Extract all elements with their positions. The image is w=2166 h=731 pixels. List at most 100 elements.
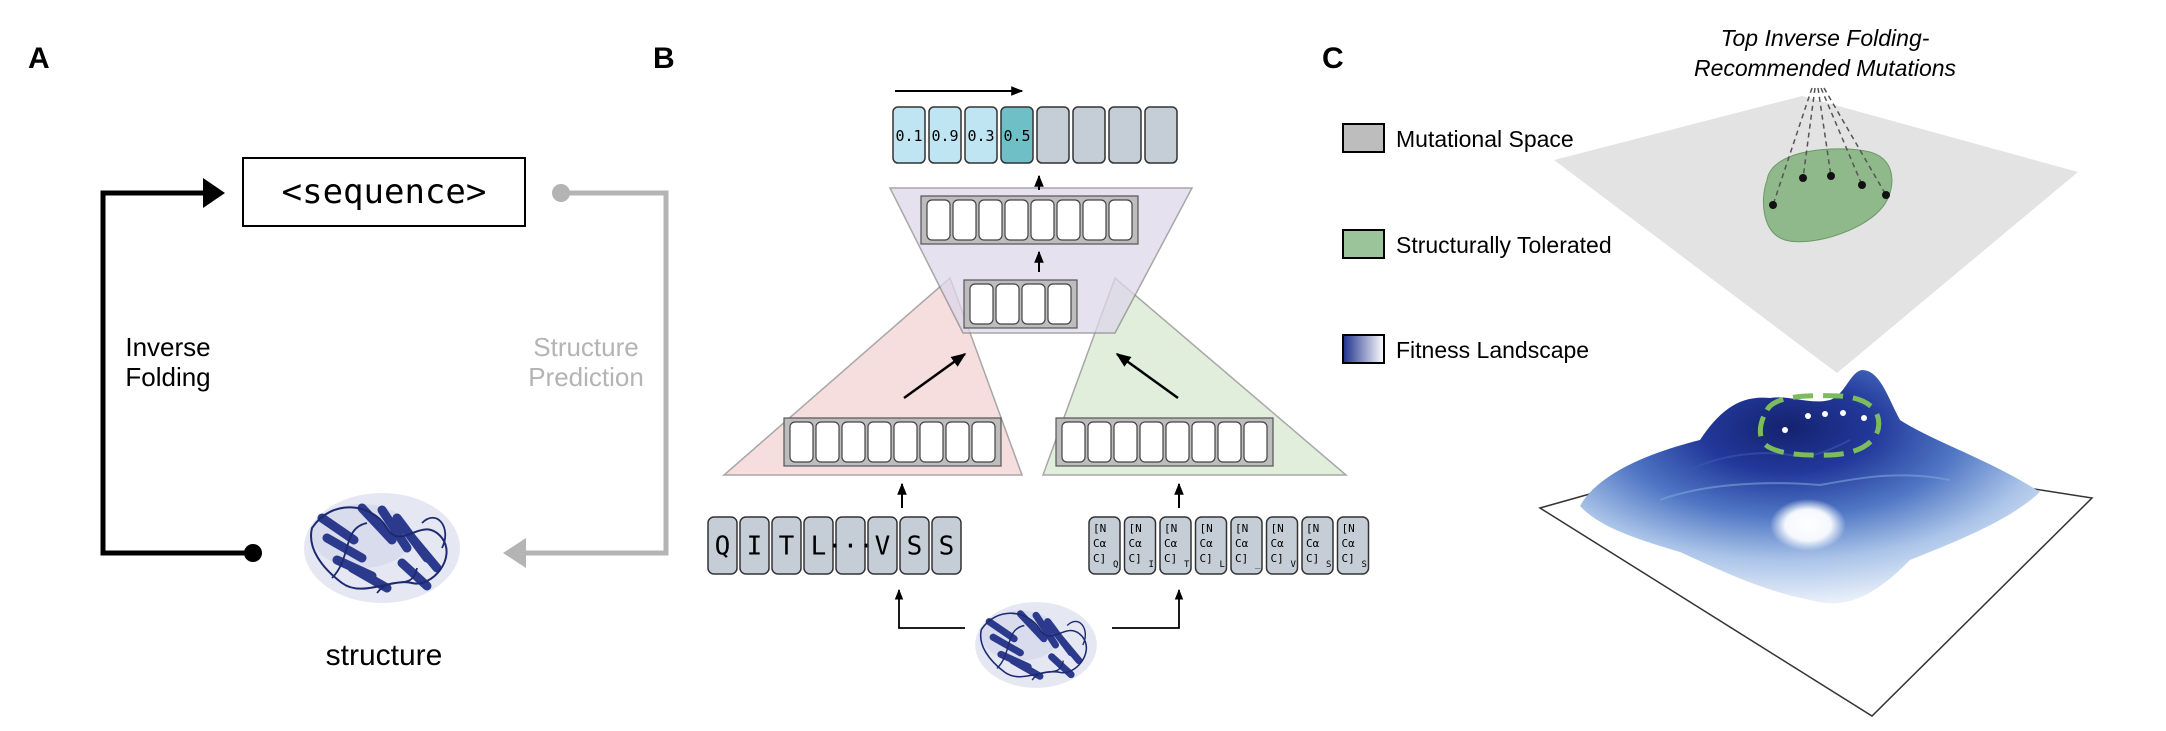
fitness-landscape-surface	[1580, 370, 2040, 604]
backbone-token-3-line-0: [N	[1200, 522, 1213, 535]
backbone-token-3-line-2: C]	[1200, 552, 1213, 565]
sequence-token-label-1: I	[747, 532, 763, 562]
structure-encoder-layer-unit-7	[1243, 421, 1268, 463]
backbone-token-2	[1159, 516, 1192, 575]
recommended-mutation-dot-0	[1769, 201, 1777, 209]
backbone-token-5-subscript: V	[1291, 560, 1297, 570]
bottleneck-layer-unit-3	[1047, 283, 1072, 325]
legend-label-structurally-tolerated: Structurally Tolerated	[1396, 232, 1612, 258]
structure-encoder-layer-unit-6	[1217, 421, 1242, 463]
backbone-token-4-line-0: [N	[1235, 522, 1248, 535]
backbone-token-6	[1301, 516, 1334, 575]
legend-label-mutational-space: Mutational Space	[1396, 126, 1574, 152]
peak-mutation-dots	[1782, 410, 1867, 433]
structure-encoder-layer-unit-1	[1087, 421, 1112, 463]
decoder-layer-unit-4	[1030, 199, 1055, 241]
panel-c-title-1: Top Inverse Folding-	[1721, 25, 1930, 51]
backbone-token-0-line-1: Cα	[1093, 537, 1107, 550]
panel-c-letter: C	[1322, 42, 1344, 75]
output-probability-row: 0.1 0.9 0.3 0.5	[892, 106, 1178, 164]
output-token-6	[1108, 106, 1142, 164]
panel-a-letter: A	[28, 42, 50, 75]
backbone-token-7-line-2: C]	[1342, 552, 1355, 565]
peak-dot-3	[1840, 410, 1846, 416]
output-token-0	[892, 106, 926, 164]
decoder-layer-unit-2	[978, 199, 1003, 241]
decoder-layer-unit-7	[1108, 199, 1133, 241]
structure-label: structure	[326, 639, 443, 672]
panel-c-title-2: Recommended Mutations	[1694, 55, 1957, 81]
top-mutation-callout-lines	[1769, 87, 1890, 209]
sequence-token-1	[739, 516, 770, 575]
backbone-token-2-subscript: T	[1184, 560, 1190, 570]
structure-prediction-arrow	[520, 190, 669, 556]
arrow-structure-encoder-to-bottleneck	[1115, 352, 1179, 400]
sequence-encoder-layer-unit-2	[841, 421, 866, 463]
inverse-folding-start-dot	[244, 544, 262, 562]
sequence-token-2	[771, 516, 802, 575]
sequence-token-label-7: S	[939, 532, 955, 562]
inverse-folding-label-2: Folding	[125, 362, 210, 392]
output-token-5	[1072, 106, 1106, 164]
backbone-token-0-line-2: C]	[1093, 552, 1106, 565]
sequence-encoder-layer-unit-5	[919, 421, 944, 463]
landscape-contour-1	[1689, 439, 1851, 471]
landscape-basin	[1770, 499, 1846, 551]
peak-dot-1	[1805, 413, 1811, 419]
arrow-protein-to-sequence	[894, 588, 965, 629]
peak-dot-0	[1782, 427, 1788, 433]
backbone-token-7-line-1: Cα	[1342, 537, 1356, 550]
peak-dot-4	[1861, 415, 1867, 421]
backbone-token-6-subscript: S	[1326, 560, 1331, 570]
output-probability-3: 0.5	[1003, 127, 1030, 145]
sequence-token-label-0: Q	[715, 532, 731, 562]
structurally-tolerated-outline	[1757, 393, 1882, 458]
backbone-token-1-line-2: C]	[1129, 552, 1142, 565]
output-token-7	[1144, 106, 1178, 164]
structure-encoder-layer-unit-5	[1191, 421, 1216, 463]
sequence-token-label-6: S	[907, 532, 923, 562]
backbone-token-6-line-0: [N	[1306, 522, 1319, 535]
backbone-token-3-subscript: L	[1220, 560, 1225, 570]
backbone-token-1	[1123, 516, 1157, 575]
sequence-token-label-3: L	[811, 532, 827, 562]
backbone-token-0-line-0: [N	[1093, 522, 1106, 535]
recommended-mutation-dot-3	[1858, 181, 1866, 189]
peak-dot-2	[1822, 411, 1828, 417]
backbone-token-0	[1088, 516, 1121, 575]
sequence-label: <sequence>	[282, 172, 487, 212]
backbone-token-row: [N Cα C] Q [N Cα C] I [N Cα C] T [N Cα C] L [N Cα C] _ [N Cα C…	[1088, 516, 1370, 575]
sequence-token-5	[867, 516, 898, 575]
legend-swatch-mutational-space	[1342, 123, 1385, 153]
decoder-layer-unit-6	[1082, 199, 1107, 241]
sequence-box	[242, 157, 526, 227]
backbone-token-5	[1265, 516, 1299, 575]
backbone-token-1-subscript: I	[1149, 560, 1154, 570]
sequence-encoder-layer-unit-0	[789, 421, 814, 463]
legend-swatch-fitness-landscape	[1342, 334, 1385, 364]
output-token-4	[1036, 106, 1070, 164]
backbone-token-7-subscript: S	[1362, 560, 1367, 570]
recommended-mutation-dot-2	[1827, 172, 1835, 180]
callout-line-1	[1802, 87, 1816, 179]
structure-encoder-layer-unit-3	[1139, 421, 1164, 463]
structure-encoder-layer-unit-2	[1113, 421, 1138, 463]
bottleneck-layer-unit-0	[969, 283, 994, 325]
sequence-encoder-layer-unit-6	[945, 421, 970, 463]
inverse-folding-arrow	[100, 190, 251, 556]
arrow-protein-to-backbone	[1112, 588, 1184, 629]
protein-structure-icon	[304, 493, 460, 603]
backbone-token-3	[1194, 516, 1228, 575]
backbone-token-4-subscript: _	[1255, 560, 1261, 570]
backbone-token-6-line-1: Cα	[1306, 537, 1320, 550]
structure-encoder-layer-unit-4	[1165, 421, 1190, 463]
decoder-layer-unit-3	[1004, 199, 1029, 241]
legend-swatch-structurally-tolerated	[1342, 229, 1385, 259]
backbone-token-5-line-0: [N	[1271, 522, 1284, 535]
sequence-token-7	[931, 516, 962, 575]
callout-line-2	[1817, 87, 1832, 177]
output-token-1	[928, 106, 962, 164]
backbone-token-6-line-2: C]	[1306, 552, 1319, 565]
